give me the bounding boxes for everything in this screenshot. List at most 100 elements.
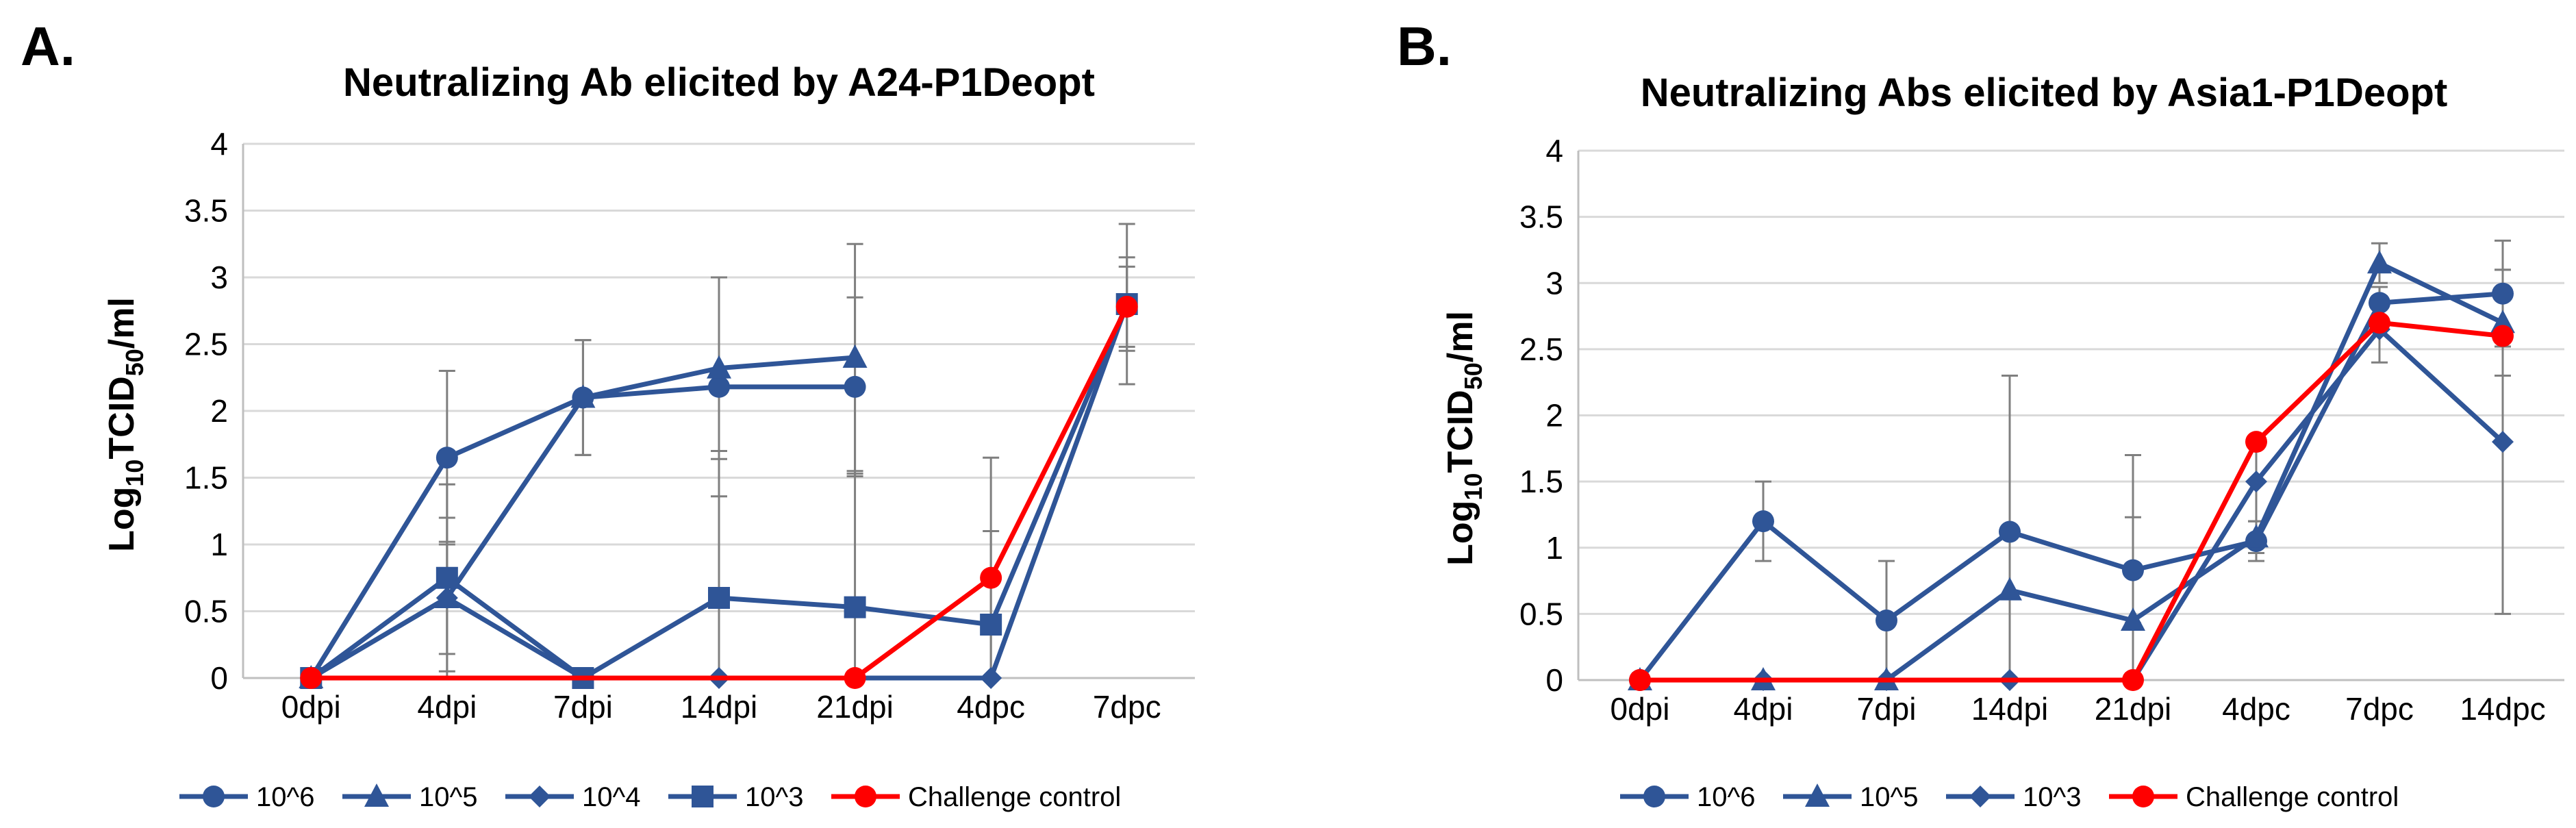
legend-marker <box>529 786 551 807</box>
data-point <box>570 384 596 408</box>
data-point <box>844 375 866 398</box>
legend-marker <box>2132 786 2154 807</box>
data-point <box>2244 524 2269 548</box>
panel-b-x-ticks: 0dpi 4dpi 7dpi 14dpi 21dpi 4dpc 7dpc 14dpc <box>1611 691 2546 727</box>
data-point <box>980 566 1002 589</box>
x-tick-label: 21dpi <box>2095 691 2172 727</box>
x-tick-label: 4dpc <box>2222 691 2290 727</box>
panel-b-series <box>1628 239 2515 691</box>
data-point <box>980 614 1002 636</box>
data-point <box>708 375 730 398</box>
data-point <box>435 566 458 589</box>
panel-b-grid <box>1577 149 2564 681</box>
y-tick-label: 2 <box>1545 398 1563 434</box>
legend-item: Challenge control <box>831 782 1121 812</box>
data-point <box>708 587 730 609</box>
error-bars-10^3 <box>438 223 1135 679</box>
legend-marker <box>203 786 225 807</box>
legend-item: 10^6 <box>179 782 315 812</box>
legend-item: 10^5 <box>342 782 478 812</box>
x-tick-label: 7dpc <box>1093 689 1161 725</box>
data-point <box>1629 669 1651 691</box>
error-bars-10^5 <box>438 242 863 679</box>
data-point <box>1999 520 2021 543</box>
data-point <box>2369 312 2390 334</box>
legend-marker <box>1969 786 1991 807</box>
legend-label: Challenge control <box>2186 782 2399 812</box>
legend-item: 10^3 <box>1946 782 2082 812</box>
legend-label: 10^5 <box>1860 782 1919 812</box>
legend-item: 10^3 <box>668 782 804 812</box>
data-point <box>2367 250 2392 274</box>
legend-label: 10^6 <box>256 782 315 812</box>
legend-item: 10^6 <box>1620 782 1756 812</box>
x-tick-label: 4dpc <box>957 689 1025 725</box>
y-tick-label: 2.5 <box>1519 331 1563 367</box>
y-tick-label: 3.5 <box>184 193 228 229</box>
legend-marker <box>1805 783 1830 807</box>
x-tick-label: 7dpi <box>553 689 613 725</box>
legend-label: Challenge control <box>908 782 1121 812</box>
legend-label: 10^3 <box>2023 782 2082 812</box>
data-point <box>842 344 868 368</box>
y-tick-label: 1 <box>1545 530 1563 566</box>
series-line <box>1640 327 2505 683</box>
data-point <box>2245 471 2267 493</box>
panel-a-y-ticks: 0 0.5 1 1.5 2 2.5 3 3.5 4 <box>184 126 228 696</box>
data-point <box>2121 607 2145 631</box>
legend-marker <box>692 786 714 807</box>
y-tick-label: 4 <box>210 126 228 162</box>
panel-b-y-ticks: 0 0.5 1 1.5 2 2.5 3 3.5 4 <box>1519 133 1563 698</box>
data-point <box>1997 577 2022 601</box>
data-point <box>2492 431 2514 453</box>
series-Challenge control <box>1629 312 2514 691</box>
data-point <box>844 667 866 689</box>
x-tick-label: 7dpi <box>1857 691 1917 727</box>
y-tick-label: 0 <box>210 660 228 696</box>
x-tick-label: 4dpi <box>1734 691 1793 727</box>
x-tick-label: 14dpi <box>681 689 758 725</box>
x-tick-label: 4dpi <box>417 689 477 725</box>
legend-marker <box>364 783 389 807</box>
x-tick-label: 14dpi <box>1971 691 2049 727</box>
panel-b-letter: B. <box>1397 16 1452 77</box>
panel-a-title: Neutralizing Ab elicited by A24-P1Deopt <box>343 60 1095 105</box>
x-tick-label: 14dpc <box>2460 691 2545 727</box>
data-point <box>2122 559 2144 581</box>
data-point <box>435 447 458 469</box>
data-point <box>2492 282 2514 305</box>
y-tick-label: 2 <box>210 393 228 429</box>
data-point <box>1752 510 1774 533</box>
panel-a: A. Neutralizing Ab elicited by A24-P1Deo… <box>21 16 1195 812</box>
y-tick-label: 1.5 <box>1519 464 1563 499</box>
panel-b: B. Neutralizing Abs elicited by Asia1-P1… <box>1397 16 2564 812</box>
y-tick-label: 2.5 <box>184 327 228 362</box>
y-tick-label: 3 <box>1545 265 1563 301</box>
panel-b-legend: 10^6 10^5 10^3 Challenge control <box>1620 782 2399 812</box>
legend-label: 10^3 <box>745 782 804 812</box>
x-tick-label: 21dpi <box>816 689 894 725</box>
legend-label: 10^4 <box>582 782 641 812</box>
y-tick-label: 1 <box>210 527 228 562</box>
legend-item: Challenge control <box>2109 782 2399 812</box>
panel-a-legend: 10^6 10^5 10^4 10^3 Challenge control <box>179 782 1121 812</box>
panel-a-x-ticks: 0dpi 4dpi 7dpi 14dpi 21dpi 4dpc 7dpc <box>281 689 1161 725</box>
data-point <box>1115 295 1138 318</box>
data-point <box>980 667 1002 689</box>
x-tick-label: 7dpc <box>2345 691 2414 727</box>
legend-label: 10^5 <box>419 782 478 812</box>
legend-marker <box>855 786 876 807</box>
legend-item: 10^4 <box>505 782 641 812</box>
panel-b-y-axis-title: Log10TCID50/ml <box>1441 311 1487 566</box>
y-tick-label: 3.5 <box>1519 199 1563 235</box>
data-point <box>2492 325 2514 347</box>
y-tick-label: 4 <box>1545 133 1563 168</box>
data-point <box>1876 610 1897 632</box>
series-line <box>1638 291 2503 682</box>
y-tick-label: 1.5 <box>184 460 228 496</box>
y-tick-label: 0.5 <box>184 594 228 629</box>
data-point <box>2245 431 2267 453</box>
series-line <box>1640 320 2503 683</box>
data-point <box>707 355 731 379</box>
y-tick-label: 0.5 <box>1519 596 1563 631</box>
